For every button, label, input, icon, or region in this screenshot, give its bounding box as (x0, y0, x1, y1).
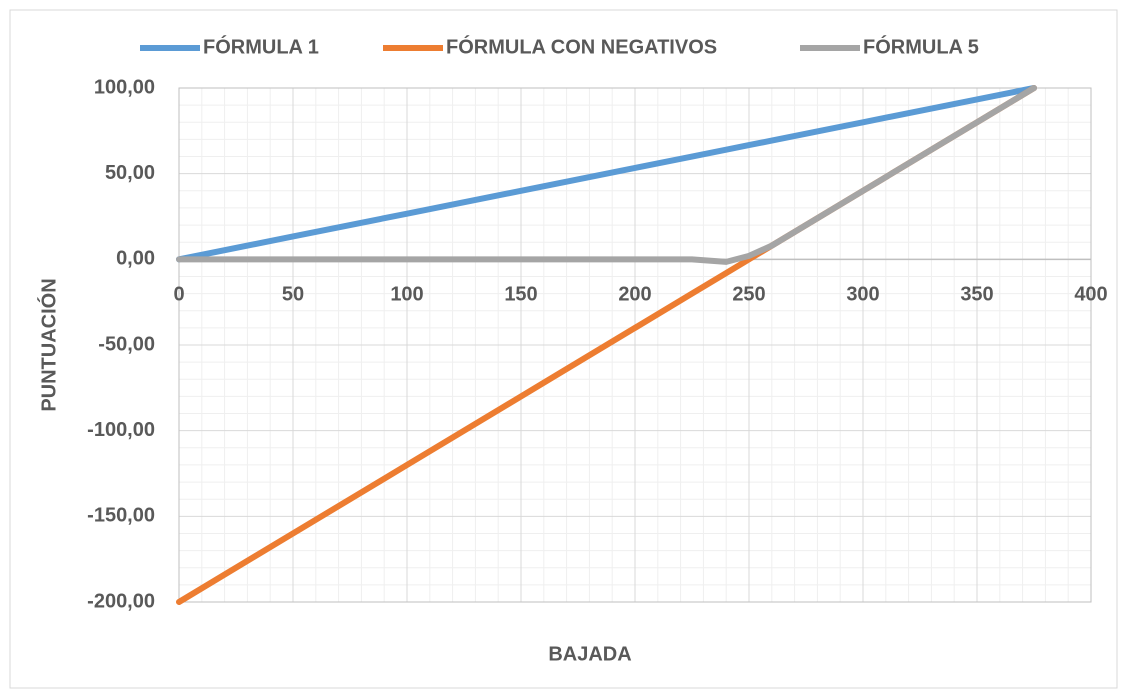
x-tick-label: 200 (618, 284, 651, 306)
legend-label: FÓRMULA 5 (863, 34, 979, 58)
x-tick-label: 350 (960, 284, 993, 306)
x-tick-label: 100 (390, 284, 423, 306)
legend-label: FÓRMULA 1 (203, 34, 319, 58)
y-tick-label: -100,00 (87, 419, 155, 441)
x-tick-label: 50 (282, 284, 304, 306)
x-axis-title: BAJADA (548, 643, 631, 665)
chart-border (9, 9, 1118, 689)
y-tick-label: -200,00 (87, 590, 155, 612)
y-tick-label: 100,00 (94, 76, 155, 98)
plot-border (178, 87, 1092, 603)
x-tick-label: 0 (173, 284, 184, 306)
x-tick-label: 150 (504, 284, 537, 306)
y-axis-title: PUNTUACIÓN (36, 278, 60, 411)
series-line (176, 85, 1037, 263)
y-tick-label: -150,00 (87, 505, 155, 527)
x-tick-label: 400 (1074, 284, 1107, 306)
y-tick-label: -50,00 (98, 333, 155, 355)
series-line (176, 85, 1037, 265)
x-tick-label: 250 (732, 284, 765, 306)
y-tick-label: 50,00 (105, 162, 155, 184)
y-tick-label: 0,00 (116, 248, 155, 270)
x-tick-label: 300 (846, 284, 879, 306)
legend-label: FÓRMULA CON NEGATIVOS (446, 34, 717, 58)
